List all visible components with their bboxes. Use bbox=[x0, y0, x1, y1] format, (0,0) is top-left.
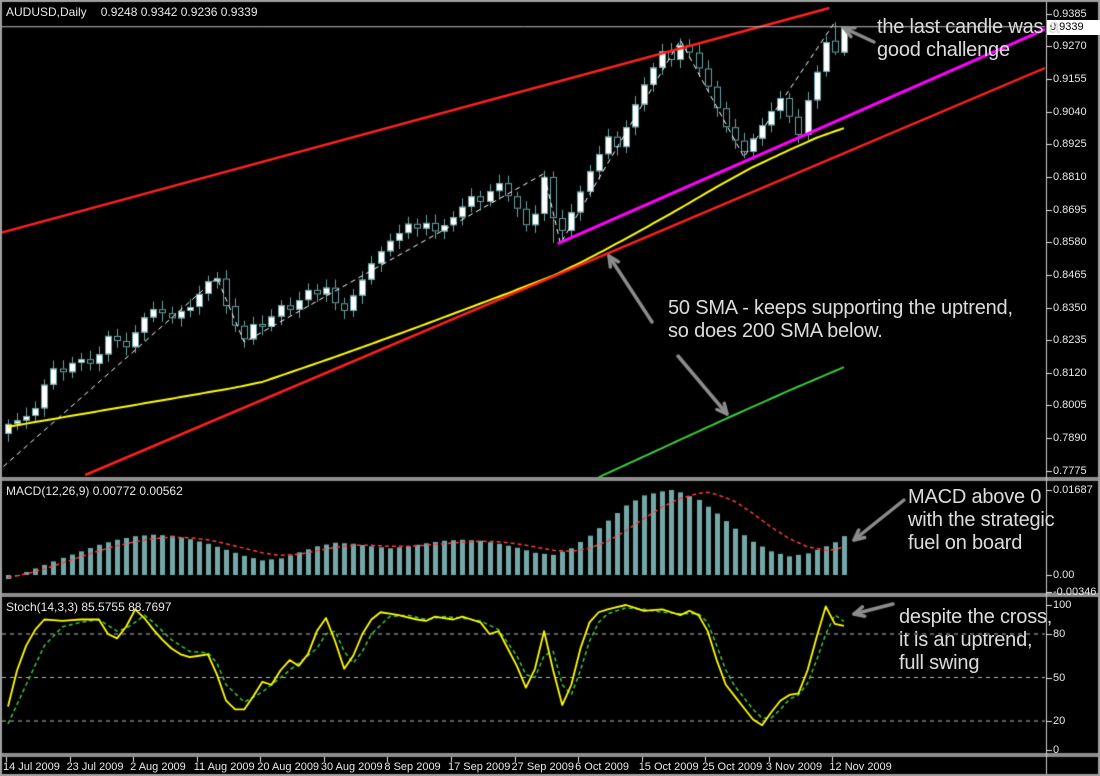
stoch-axis-label: 80 bbox=[1053, 628, 1066, 640]
price-axis-label: 0.8925 bbox=[1053, 138, 1087, 151]
time-axis-label: 6 Oct 2009 bbox=[575, 761, 629, 773]
time-axis-label: 17 Sep 2009 bbox=[447, 761, 511, 773]
annotation-sma: 50 SMA - keeps supporting the uptrend, s… bbox=[668, 297, 1013, 342]
price-axis-label: 0.8235 bbox=[1053, 334, 1087, 347]
time-axis-label: 14 Jul 2009 bbox=[3, 761, 60, 773]
stoch-axis-label: 100 bbox=[1053, 599, 1072, 611]
price-axis-label: 0.8005 bbox=[1053, 399, 1087, 412]
macd-axis-label: 0.01687 bbox=[1053, 483, 1093, 496]
time-axis-label: 2 Aug 2009 bbox=[130, 761, 186, 773]
time-axis-label: 15 Oct 2009 bbox=[638, 761, 699, 773]
time-axis-label: 27 Sep 2009 bbox=[511, 761, 574, 773]
stoch-axis-label: 50 bbox=[1053, 671, 1066, 684]
price-axis-label: 0.8580 bbox=[1053, 236, 1087, 249]
annotation-last-candle: the last candle was a good challenge bbox=[877, 16, 1060, 61]
price-axis-label: 0.8350 bbox=[1053, 301, 1087, 314]
stoch-axis-label: 0 bbox=[1053, 744, 1060, 756]
time-axis-label: 12 Nov 2009 bbox=[829, 761, 892, 773]
time-axis-label: 8 Sep 2009 bbox=[384, 761, 441, 773]
price-axis-label: 0.8810 bbox=[1053, 170, 1087, 183]
price-axis-label: 0.9040 bbox=[1053, 105, 1087, 118]
time-axis-label: 23 Jul 2009 bbox=[66, 761, 124, 773]
macd-header: MACD(12,26,9) 0.00772 0.00562 bbox=[6, 484, 183, 498]
price-axis-label: 0.8120 bbox=[1053, 366, 1087, 379]
price-axis-label: 0.9270 bbox=[1053, 40, 1087, 53]
macd-axis-label: 0.00 bbox=[1053, 569, 1075, 581]
ohlc-values: 0.9248 0.9342 0.9236 0.9339 bbox=[100, 5, 258, 19]
stoch-axis-label: 20 bbox=[1053, 715, 1066, 727]
time-axis-label: 3 Nov 2009 bbox=[765, 761, 823, 773]
price-axis-label: 0.9385 bbox=[1053, 7, 1087, 20]
current-price-tag: 0.9339 bbox=[1047, 19, 1100, 35]
price-axis-label: 0.8695 bbox=[1053, 203, 1087, 216]
price-axis-label: 0.9155 bbox=[1053, 72, 1087, 85]
annotation-stoch: despite the cross, it is an uptrend, ful… bbox=[899, 606, 1053, 674]
macd-axis-label: -0.00346 bbox=[1053, 586, 1097, 599]
price-axis-label: 0.7890 bbox=[1053, 432, 1087, 445]
time-axis-label: 20 Aug 2009 bbox=[257, 761, 320, 773]
annotation-macd: MACD above 0 with the strategic fuel on … bbox=[908, 486, 1055, 554]
time-axis-label: 11 Aug 2009 bbox=[193, 761, 255, 773]
price-axis-label: 0.8465 bbox=[1053, 268, 1087, 281]
stoch-header: Stoch(14,3,3) 85.5755 88.7697 bbox=[6, 600, 172, 614]
time-axis-label: 30 Aug 2009 bbox=[320, 761, 383, 773]
symbol-timeframe-label: AUDUSD,Daily bbox=[6, 5, 87, 19]
chart-header: AUDUSD,Daily 0.9248 0.9342 0.9236 0.9339 bbox=[6, 5, 258, 19]
time-axis-label: 25 Oct 2009 bbox=[702, 761, 763, 773]
price-axis-label: 0.7775 bbox=[1053, 464, 1087, 477]
